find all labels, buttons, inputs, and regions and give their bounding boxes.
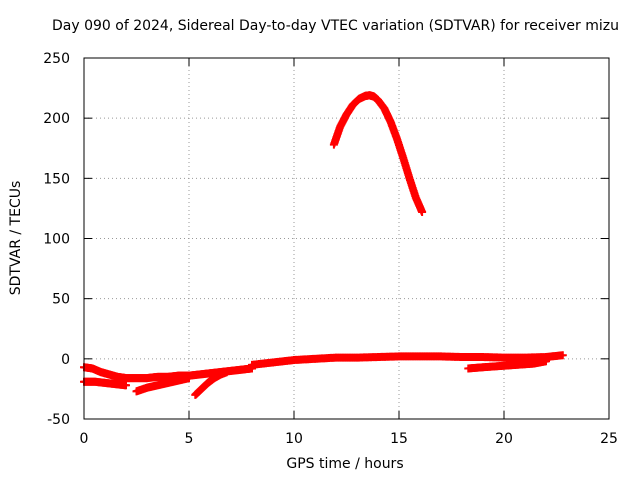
data-point — [542, 357, 550, 366]
data-point — [222, 368, 231, 377]
data-point — [122, 381, 130, 390]
y-tick-label: 100 — [43, 232, 70, 248]
chart-title: Day 090 of 2024, Sidereal Day-to-day VTE… — [52, 18, 619, 34]
y-tick-label: 0 — [61, 352, 70, 368]
y-tick-label: 250 — [43, 51, 70, 67]
x-tick-label: 0 — [80, 431, 89, 447]
series-arc-lower-left — [80, 363, 256, 383]
series-arc-low-dip — [132, 374, 193, 396]
y-tick-label: -50 — [47, 412, 70, 428]
series-arc-peak — [329, 91, 427, 217]
y-tick-label: 150 — [43, 171, 70, 187]
data-point — [558, 351, 567, 360]
plot-frame — [83, 57, 610, 420]
tick-labels: 0 5 10 15 20 25 -50 0 50 100 150 200 250 — [43, 51, 618, 447]
series-arc-right-tail — [464, 357, 550, 373]
series-arc-main-low — [248, 351, 567, 369]
x-tick-label: 20 — [495, 431, 513, 447]
data-point — [185, 374, 193, 383]
y-tick-label: 50 — [52, 292, 70, 308]
series-arc-short-dip — [191, 368, 231, 399]
x-axis-label: GPS time / hours — [286, 456, 404, 472]
data-series — [80, 91, 567, 399]
x-tick-label: 10 — [285, 431, 303, 447]
x-tick-label: 25 — [600, 431, 618, 447]
y-tick-label: 200 — [43, 111, 70, 127]
data-point — [418, 208, 427, 217]
y-axis-label: SDTVAR / TECUs — [8, 180, 24, 296]
x-tick-label: 15 — [390, 431, 408, 447]
x-tick-label: 5 — [185, 431, 194, 447]
